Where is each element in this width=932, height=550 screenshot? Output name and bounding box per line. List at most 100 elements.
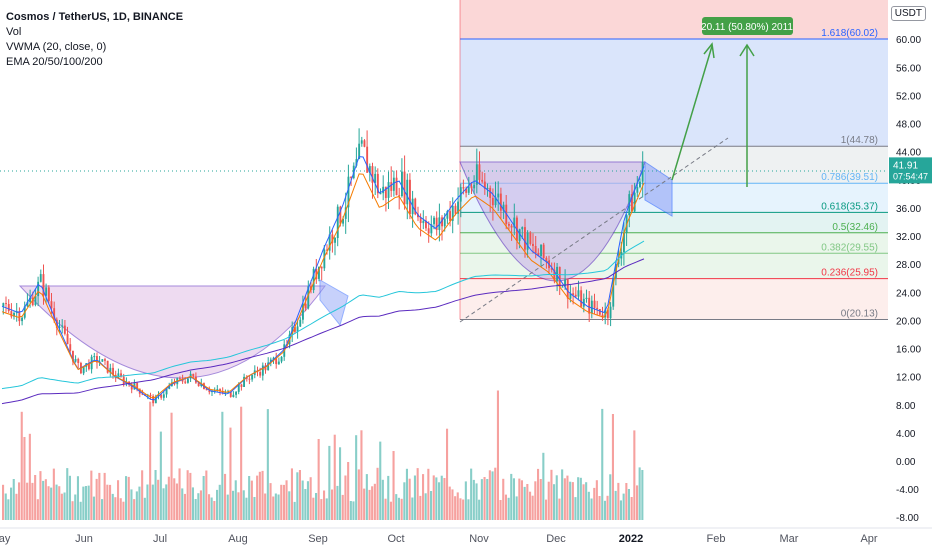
volume-bar (443, 478, 446, 520)
candle-body (117, 373, 120, 379)
candle-body (318, 266, 320, 279)
time-tick-label: Dec (546, 533, 566, 545)
volume-bar (28, 433, 31, 520)
fib-label-0.5: 0.5(32.46) (832, 222, 878, 233)
candle-body (130, 384, 133, 390)
volume-bar (392, 451, 395, 520)
volume-bar (512, 478, 515, 520)
volume-bar (202, 476, 205, 520)
volume-bar (416, 468, 419, 520)
volume-bar (459, 498, 462, 520)
volume-bar (352, 501, 355, 520)
volume-bar (92, 496, 95, 520)
candle-body (299, 319, 302, 327)
volume-bar (499, 500, 502, 520)
chart-legend: Cosmos / TetherUS, 1D, BINANCE Vol VWMA … (6, 10, 183, 70)
volume-bar (135, 491, 138, 520)
candle-body (50, 301, 53, 309)
volume-bar (523, 486, 526, 520)
volume-bar (317, 439, 320, 520)
candle-body (395, 177, 398, 196)
volume-bar (44, 479, 47, 520)
candle-body (566, 279, 569, 299)
candle-body (272, 357, 275, 360)
candle-body (240, 384, 243, 387)
candle-body (443, 218, 446, 227)
candle-body (366, 146, 369, 173)
price-tick-label: 4.00 (896, 429, 916, 440)
volume-bar (111, 493, 114, 520)
candle-body (112, 367, 114, 375)
volume-bar (355, 435, 358, 520)
candle-body (104, 359, 106, 361)
candle-body (294, 327, 296, 332)
fib-label-0.618: 0.618(35.37) (821, 201, 878, 212)
legend-title: Cosmos / TetherUS, 1D, BINANCE (6, 11, 184, 23)
candle-body (401, 171, 403, 197)
volume-bar (510, 473, 513, 520)
candle-body (376, 173, 379, 194)
candle-body (483, 181, 486, 189)
volume-bar (435, 477, 438, 520)
volume-bar (368, 489, 371, 520)
candle-body (417, 214, 419, 218)
candle-body (374, 173, 377, 183)
candle-body (61, 325, 64, 327)
volume-bar (261, 470, 264, 520)
candle-body (312, 268, 315, 291)
volume-bar (325, 498, 328, 520)
candle-body (641, 162, 644, 182)
volume-bar (143, 497, 146, 520)
volume-bar (601, 408, 604, 520)
volume-bar (411, 497, 414, 520)
candle-body (157, 394, 160, 397)
volume-bar (486, 479, 489, 520)
candle-body (403, 171, 406, 205)
time-tick-label: Nov (469, 533, 489, 545)
candle-body (449, 211, 451, 221)
volume-bar (400, 498, 403, 520)
volume-bar (630, 497, 633, 520)
volume-bar (306, 481, 309, 520)
volume-bar (357, 469, 360, 520)
projection-arrowhead-diagonal (703, 42, 715, 59)
candle-body (197, 382, 200, 387)
candle-body (34, 296, 37, 305)
candle-body (235, 391, 237, 395)
candle-body (331, 234, 334, 243)
candle-body (216, 389, 219, 391)
candle-body (342, 218, 344, 224)
candle-body (66, 333, 69, 345)
candle-body (334, 237, 336, 243)
projection-label-box (702, 17, 793, 35)
volume-bar (454, 496, 457, 520)
candle-body (275, 357, 278, 365)
time-tick-label: Jul (153, 533, 167, 545)
candle-body (454, 205, 457, 214)
time-tick-label: Sep (308, 533, 328, 545)
candle-body (606, 309, 609, 318)
volume-bar (360, 430, 363, 520)
volume-bar (226, 494, 229, 520)
candle-body (251, 375, 254, 380)
candle-body (63, 325, 66, 334)
candle-body (37, 281, 40, 297)
volume-bar (638, 467, 641, 520)
candle-body (392, 177, 395, 191)
candle-body (558, 266, 561, 287)
volume-bar (625, 483, 628, 520)
candle-body (192, 373, 195, 377)
candle-body (384, 186, 387, 198)
volume-bar (405, 468, 408, 520)
volume-bar (82, 486, 85, 520)
volume-bar (569, 481, 572, 520)
currency-unit-badge[interactable]: USDT (890, 6, 926, 21)
volume-bar (397, 497, 400, 520)
candle-body (526, 232, 529, 250)
candle-body (475, 164, 478, 185)
last-price-value: 41.91 (893, 160, 918, 171)
volume-bar (237, 492, 240, 520)
fib-label-0.236: 0.236(25.95) (821, 268, 878, 279)
candle-body (502, 204, 505, 211)
